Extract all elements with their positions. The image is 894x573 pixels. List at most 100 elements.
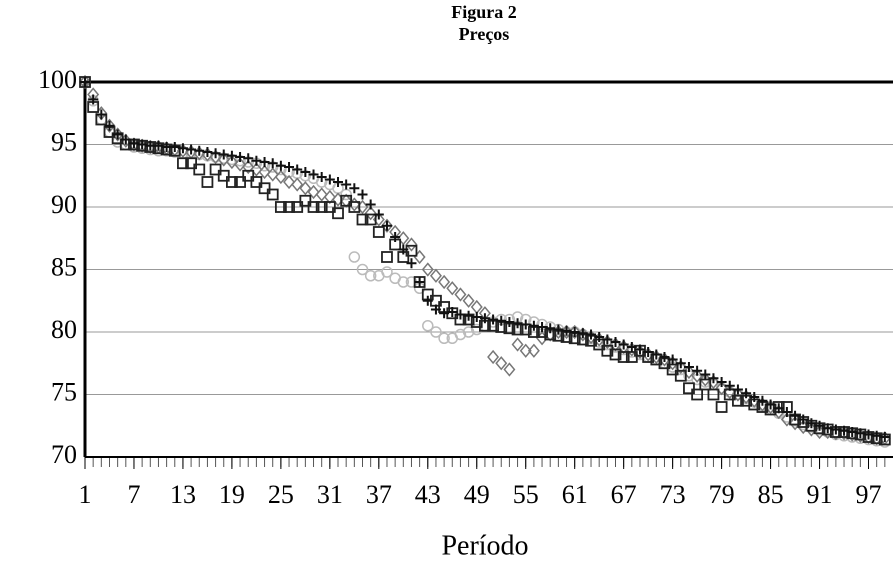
point [708,373,719,384]
point [651,349,662,360]
point [284,162,295,172]
point [128,138,139,149]
point [357,189,368,200]
point [333,177,344,187]
point [617,351,630,363]
point [839,425,850,436]
point [291,177,304,192]
point [422,295,433,306]
point [741,388,752,399]
x-axis-label: Período [441,530,528,561]
point [634,344,645,355]
point [421,262,434,277]
y-tick-label: 75 [51,377,77,406]
point [430,304,441,315]
y-tick-label: 85 [51,252,77,281]
point [234,157,247,172]
point [495,356,508,371]
point [683,382,695,395]
point [439,308,450,319]
point [462,326,475,338]
point [315,187,328,202]
point [177,143,188,154]
point [470,299,483,315]
point [586,329,597,340]
point [234,176,246,188]
point [381,251,393,263]
point [454,287,467,302]
point [112,129,123,140]
point [438,274,451,290]
point [381,218,393,233]
x-tick-label: 91 [807,480,833,509]
point [806,418,817,429]
point [528,320,539,331]
point [430,326,442,338]
point [316,172,327,182]
point [397,276,410,288]
point [716,377,727,387]
point [274,169,287,185]
y-tick-label: 80 [51,315,77,344]
point [610,337,621,347]
point [266,188,279,201]
point [511,337,524,352]
point [414,277,425,287]
point [356,213,369,226]
point [577,328,588,339]
point [186,144,197,155]
point [225,154,238,170]
point [496,315,507,326]
point [674,369,687,382]
point [153,140,164,151]
x-tick-label: 25 [268,480,294,509]
point [830,424,841,435]
point [202,147,213,157]
point [185,157,198,170]
point [765,399,776,410]
point [683,362,694,372]
point [226,150,237,161]
point [120,134,131,145]
point [324,174,335,185]
point [732,394,744,407]
point [323,189,336,205]
point [307,184,320,200]
point [618,339,629,350]
point [537,322,548,332]
point [626,342,637,352]
point [209,163,222,176]
point [348,201,361,213]
point [692,365,703,376]
point [798,414,809,425]
point [781,407,792,417]
point [201,176,214,188]
point [406,258,417,269]
chart-title: Figura 2 [451,2,517,22]
point [675,358,686,369]
point [218,149,229,160]
point [235,152,246,162]
point [463,310,474,321]
point [193,163,206,176]
point [814,420,825,431]
point [455,309,466,320]
y-tick-label: 70 [51,440,77,469]
point [405,237,418,252]
x-tick-label: 1 [79,480,92,509]
point [488,314,499,325]
point [545,323,556,334]
point [602,334,613,345]
point [364,270,377,282]
point [479,313,490,324]
point [732,384,743,395]
point [250,162,263,177]
point [757,395,768,406]
point [258,164,271,180]
point [594,332,605,342]
point [226,176,238,188]
point [364,206,377,221]
x-tick-label: 43 [415,480,441,509]
point [462,293,475,308]
point [258,182,271,195]
